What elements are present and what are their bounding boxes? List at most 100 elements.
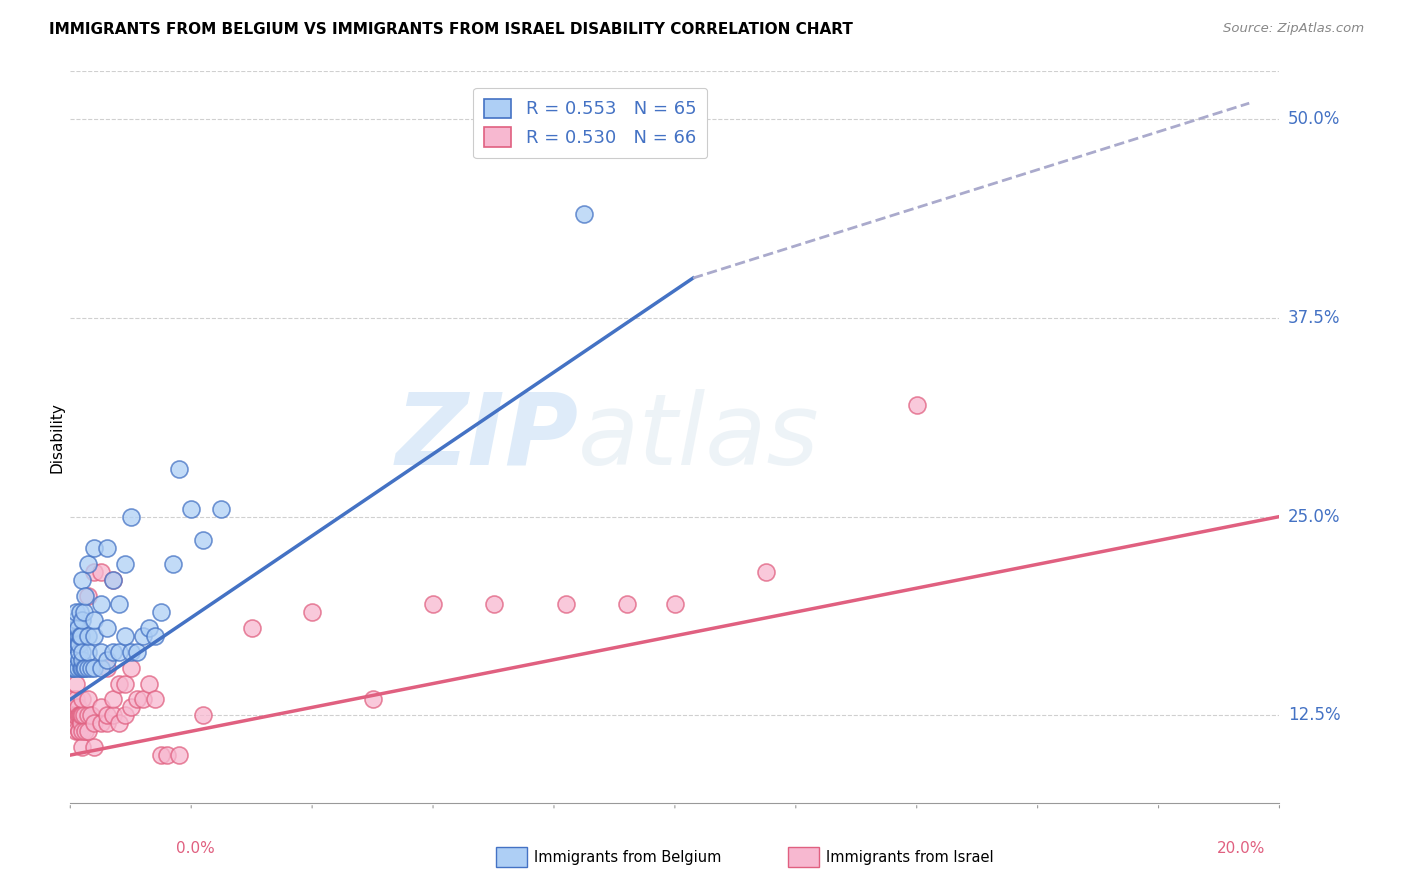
- Point: [75, 724, 97, 739]
- Point: [555, 597, 578, 611]
- Point: [138, 621, 160, 635]
- Point: [96, 621, 118, 635]
- Point: [69, 605, 91, 619]
- Point: [77, 645, 100, 659]
- Point: [72, 740, 94, 755]
- Point: [77, 558, 100, 572]
- Point: [60, 660, 83, 674]
- Point: [60, 692, 83, 706]
- Point: [83, 716, 105, 731]
- Point: [132, 629, 155, 643]
- Point: [72, 708, 94, 723]
- Point: [193, 533, 215, 548]
- Point: [83, 660, 105, 674]
- Point: [162, 558, 184, 572]
- Point: [132, 692, 155, 706]
- Text: atlas: atlas: [578, 389, 820, 485]
- Point: [77, 629, 100, 643]
- Point: [114, 676, 136, 690]
- Point: [83, 629, 105, 643]
- Point: [120, 660, 142, 674]
- Point: [77, 660, 100, 674]
- Point: [150, 748, 172, 763]
- Point: [77, 589, 100, 603]
- Point: [62, 708, 84, 723]
- Point: [65, 621, 87, 635]
- Point: [69, 716, 91, 731]
- Point: [66, 660, 89, 674]
- Point: [90, 716, 111, 731]
- Point: [107, 716, 129, 731]
- Point: [107, 597, 129, 611]
- Point: [69, 629, 91, 643]
- Point: [72, 724, 94, 739]
- Point: [65, 637, 87, 651]
- Legend: R = 0.553   N = 65, R = 0.530   N = 66: R = 0.553 N = 65, R = 0.530 N = 66: [474, 87, 707, 158]
- Point: [80, 708, 103, 723]
- Point: [72, 613, 94, 627]
- Point: [101, 573, 124, 587]
- Point: [240, 621, 263, 635]
- Point: [125, 692, 148, 706]
- Point: [67, 653, 90, 667]
- Text: 37.5%: 37.5%: [1288, 309, 1340, 326]
- Point: [101, 692, 124, 706]
- Point: [62, 700, 84, 714]
- Point: [90, 566, 111, 580]
- Text: 0.0%: 0.0%: [176, 841, 215, 856]
- Point: [114, 558, 136, 572]
- Point: [77, 724, 100, 739]
- Point: [63, 660, 86, 674]
- Point: [72, 605, 94, 619]
- Point: [143, 629, 166, 643]
- Point: [60, 653, 83, 667]
- Text: 12.5%: 12.5%: [1288, 706, 1340, 724]
- Point: [167, 748, 190, 763]
- Point: [62, 653, 84, 667]
- Point: [65, 692, 87, 706]
- Text: Immigrants from Belgium: Immigrants from Belgium: [533, 850, 721, 864]
- Point: [120, 700, 142, 714]
- Point: [75, 660, 97, 674]
- Point: [72, 708, 94, 723]
- Point: [83, 613, 105, 627]
- Point: [80, 660, 103, 674]
- Point: [72, 573, 94, 587]
- Point: [616, 597, 638, 611]
- Point: [120, 645, 142, 659]
- Point: [114, 629, 136, 643]
- Point: [69, 708, 91, 723]
- Point: [167, 462, 190, 476]
- Point: [77, 692, 100, 706]
- Point: [63, 716, 86, 731]
- Point: [574, 207, 596, 221]
- Point: [422, 597, 444, 611]
- Point: [70, 708, 93, 723]
- Point: [65, 676, 87, 690]
- Point: [107, 645, 129, 659]
- Point: [193, 708, 215, 723]
- Point: [67, 700, 90, 714]
- Point: [65, 708, 87, 723]
- Point: [90, 597, 111, 611]
- Point: [65, 724, 87, 739]
- Point: [156, 748, 179, 763]
- Point: [90, 700, 111, 714]
- Point: [63, 700, 86, 714]
- Point: [67, 637, 90, 651]
- Text: Immigrants from Israel: Immigrants from Israel: [825, 850, 994, 864]
- Point: [90, 645, 111, 659]
- Point: [96, 660, 118, 674]
- Point: [83, 566, 105, 580]
- Point: [211, 501, 233, 516]
- Text: IMMIGRANTS FROM BELGIUM VS IMMIGRANTS FROM ISRAEL DISABILITY CORRELATION CHART: IMMIGRANTS FROM BELGIUM VS IMMIGRANTS FR…: [49, 22, 853, 37]
- Point: [180, 501, 202, 516]
- Point: [72, 660, 94, 674]
- Point: [70, 629, 93, 643]
- Point: [67, 645, 90, 659]
- Point: [66, 708, 89, 723]
- Point: [77, 708, 100, 723]
- Point: [67, 724, 90, 739]
- Point: [67, 637, 90, 651]
- Point: [67, 708, 90, 723]
